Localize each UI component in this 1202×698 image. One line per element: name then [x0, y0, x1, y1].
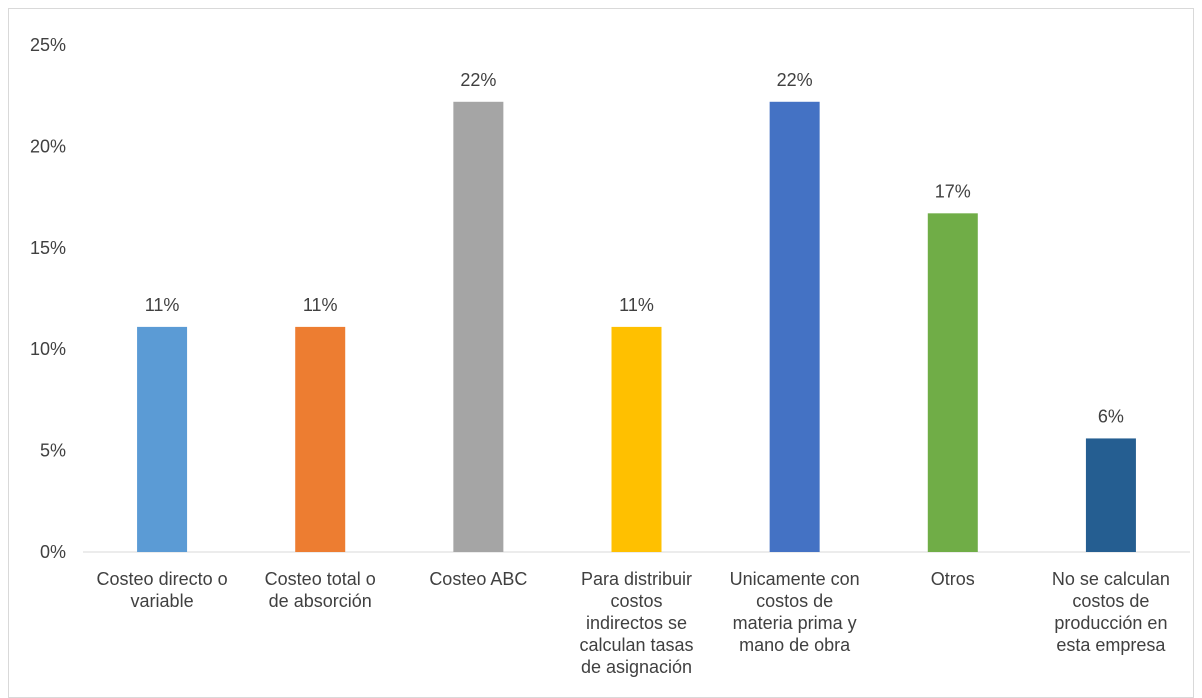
y-tick-label: 20%: [30, 136, 66, 156]
bar: [769, 101, 820, 552]
bar: [611, 326, 662, 552]
bar: [137, 326, 188, 552]
chart-frame: [8, 8, 1194, 698]
category-label: Costeo directo o variable: [97, 569, 228, 611]
y-tick-label: 10%: [30, 339, 66, 359]
y-tick-label: 15%: [30, 238, 66, 258]
category-label: Unicamente con costos de materia prima y ma…: [730, 569, 860, 655]
data-label: 17%: [935, 181, 971, 201]
category-label: Otros: [931, 569, 975, 589]
category-label: Costeo ABC: [429, 569, 527, 589]
bar: [295, 326, 346, 552]
data-label: 22%: [777, 70, 813, 90]
y-tick-label: 0%: [40, 542, 66, 562]
category-label: Costeo total o de absorción: [265, 569, 376, 611]
bar: [453, 101, 504, 552]
data-label: 22%: [460, 70, 496, 90]
data-label: 11%: [145, 295, 180, 315]
y-tick-label: 25%: [30, 35, 66, 55]
bar: [1085, 438, 1136, 552]
y-tick-label: 5%: [40, 441, 66, 461]
data-label: 6%: [1098, 406, 1124, 426]
category-label: Para distribuir costos indirectos se calcul…: [579, 569, 693, 677]
data-label: 11%: [619, 295, 654, 315]
category-label: No se calculan costos de producción en esta…: [1052, 569, 1170, 655]
bar: [927, 213, 978, 552]
data-label: 11%: [303, 295, 338, 315]
